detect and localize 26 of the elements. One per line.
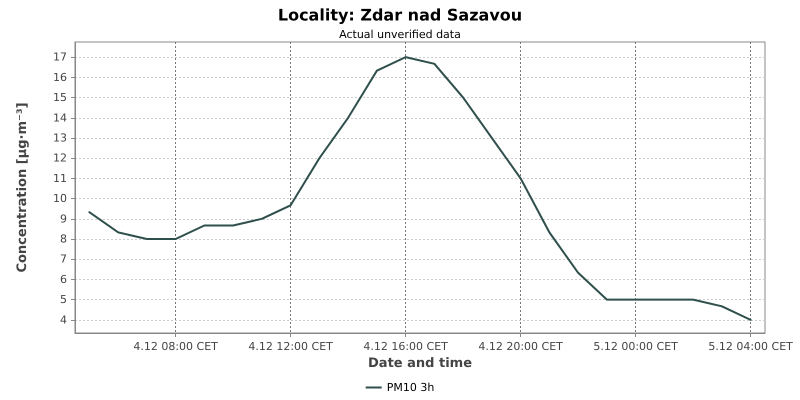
y-tick-label: 9	[60, 212, 67, 226]
x-tick-label: 4.12 20:00 CET	[478, 340, 564, 353]
y-tick-label: 14	[53, 111, 67, 124]
y-tick-label: 17	[53, 50, 67, 64]
y-tick-label: 10	[53, 192, 67, 206]
chart-title: Locality: Zdar nad Sazavou	[278, 6, 522, 24]
y-tick-label: 15	[53, 91, 67, 104]
y-tick-label: 7	[60, 252, 67, 266]
y-tick-label: 12	[53, 152, 67, 165]
x-tick-label: 5.12 04:00 CET	[708, 340, 794, 353]
x-tick-label: 4.12 16:00 CET	[363, 340, 448, 353]
y-tick-label: 16	[53, 70, 67, 84]
chart-subtitle: Actual unverified data	[339, 28, 461, 41]
y-tick-label: 5	[60, 293, 67, 306]
legend-label: PM10 3h	[386, 381, 434, 394]
x-tick-label: 4.12 08:00 CET	[133, 340, 218, 353]
y-tick-label: 4	[60, 313, 67, 326]
y-axis-title: Concentration [µg·m⁻³]	[15, 102, 30, 273]
y-tick-label: 8	[60, 232, 67, 246]
line-series	[88, 56, 752, 321]
y-tick-label: 11	[53, 172, 67, 185]
x-tick-label: 5.12 00:00 CET	[593, 340, 678, 353]
x-tick-label: 4.12 12:00 CET	[248, 340, 334, 353]
y-tick-label: 13	[53, 131, 67, 144]
y-tick-label: 6	[60, 272, 67, 286]
x-axis-title: Date and time	[368, 356, 472, 371]
